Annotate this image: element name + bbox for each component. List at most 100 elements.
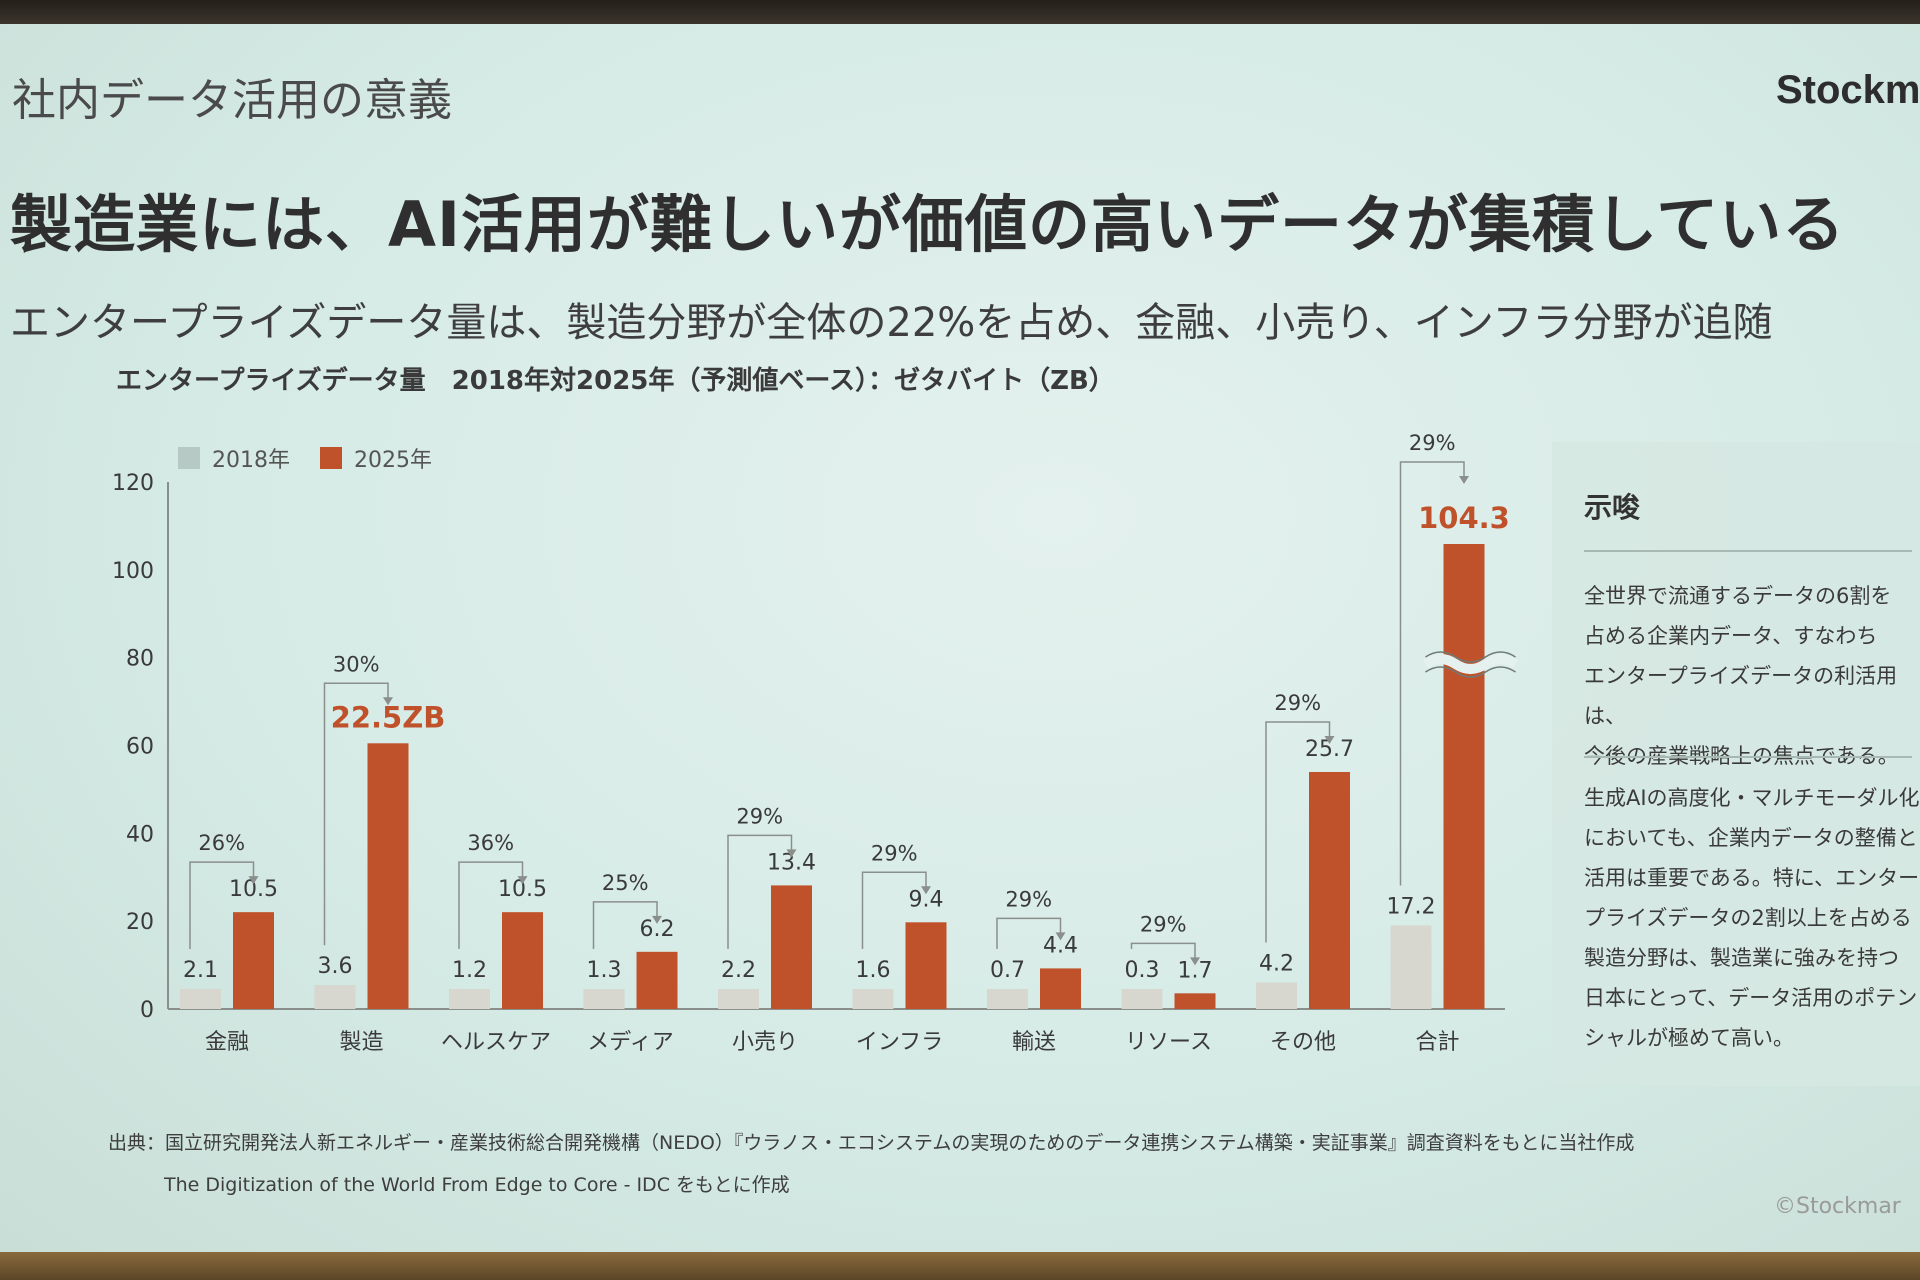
growth-bracket-9: [1399, 461, 1465, 886]
legend-item-2025: 2025年: [320, 442, 432, 474]
slide: 社内データ活用の意義 Stockm 製造業には、AI活用が難しいが価値の高いデー…: [0, 24, 1920, 1252]
value-label-2018-5: 1.6: [856, 958, 891, 983]
chart-title: エンタープライズデータ量 2018年対2025年（予測値ベース）：ゼタバイト（Z…: [116, 366, 1115, 396]
bar-2018-4: [718, 989, 759, 1009]
y-tick-label: 80: [126, 647, 154, 672]
brand-logo: Stockm: [1776, 68, 1920, 112]
growth-bracket-5: [861, 871, 927, 949]
growth-label-9: 29%: [1409, 431, 1456, 455]
bar-2025-6: [1040, 968, 1081, 1009]
y-tick-label: 20: [126, 910, 154, 935]
y-tick-label: 120: [112, 471, 154, 496]
growth-label-6: 29%: [1005, 887, 1052, 911]
growth-arrow-5: [921, 886, 931, 895]
insight-paragraph-2: 生成AIの高度化・マルチモーダル化 においても、企業内データの整備と 活用は重要…: [1584, 786, 1920, 1050]
bar-2025-0: [233, 912, 274, 1009]
axis-break-line-bottom: [1425, 666, 1516, 678]
growth-bracket-8: [1265, 721, 1331, 943]
growth-label-7: 29%: [1140, 912, 1187, 936]
growth-label-8: 29%: [1274, 691, 1321, 715]
source-citation: 出典：国立研究開発法人新エネルギー・産業技術総合開発機構（NEDO）『ウラノス・…: [108, 1122, 1634, 1206]
growth-bracket-6: [996, 917, 1062, 949]
growth-arrow-2: [517, 876, 528, 885]
axis-break-mark: [1422, 654, 1519, 674]
category-label-4: 小売り: [732, 1030, 798, 1055]
legend-item-2018: 2018年: [178, 442, 290, 474]
y-tick-label: 0: [140, 998, 154, 1023]
category-label-3: メディア: [587, 1030, 673, 1055]
growth-arrow-3: [652, 915, 662, 924]
insight-heading: 示唆: [1584, 491, 1641, 524]
value-label-2018-6: 0.7: [990, 958, 1025, 983]
category-label-9: 合計: [1415, 1030, 1459, 1055]
category-label-5: インフラ: [856, 1030, 943, 1055]
bar-2018-6: [987, 989, 1028, 1009]
y-tick-label: 60: [126, 735, 154, 760]
growth-arrow-4: [786, 849, 797, 858]
growth-label-3: 25%: [602, 871, 649, 895]
bar-2025-5: [905, 922, 947, 1009]
growth-bracket-4: [727, 834, 793, 949]
copyright: ©Stockmar: [1774, 1194, 1901, 1219]
bar-2025-3: [636, 951, 678, 1009]
growth-bracket-3: [592, 901, 658, 949]
value-label-2025-1: 22.5ZB: [331, 700, 446, 734]
growth-label-4: 29%: [736, 804, 783, 828]
growth-bracket-0: [189, 861, 255, 949]
bar-2018-5: [852, 989, 894, 1009]
headline: 製造業には、AI活用が難しいが価値の高いデータが集積している: [10, 188, 1846, 261]
legend-label-2018: 2018年: [212, 448, 290, 473]
value-label-2018-7: 0.3: [1125, 958, 1160, 983]
category-label-7: リソース: [1125, 1030, 1212, 1055]
growth-arrow-8: [1324, 735, 1335, 744]
value-label-2018-8: 4.2: [1259, 952, 1294, 977]
legend-swatch-2025: [320, 447, 342, 469]
category-label-2: ヘルスケア: [441, 1030, 551, 1055]
legend-label-2025: 2025年: [354, 448, 432, 473]
source-line-1: 出典：国立研究開発法人新エネルギー・産業技術総合開発機構（NEDO）『ウラノス・…: [108, 1132, 1635, 1154]
bar-2025-7: [1174, 993, 1216, 1009]
growth-label-5: 29%: [871, 841, 918, 865]
chart-legend: 2018年 2025年: [178, 442, 462, 474]
bar-chart: 0204060801001202.110.526%金融3.622.5ZB30%製…: [112, 431, 1519, 1055]
category-label-0: 金融: [205, 1030, 249, 1055]
bar-2025-2: [502, 912, 543, 1009]
bar-2018-7: [1121, 989, 1163, 1009]
bar-2025-9: [1443, 544, 1485, 1009]
bar-2018-3: [583, 989, 625, 1009]
bar-2018-0: [180, 989, 221, 1009]
insight-divider-middle: [1584, 756, 1912, 758]
value-label-2018-2: 1.2: [452, 958, 487, 983]
y-tick-label: 40: [126, 822, 154, 847]
photo-frame-bottom: [0, 1252, 1920, 1280]
growth-arrow-0: [248, 876, 259, 885]
value-label-2018-0: 2.1: [183, 958, 218, 983]
growth-arrow-6: [1055, 932, 1066, 941]
subheadline: エンタープライズデータ量は、製造分野が全体の22%を占め、金融、小売り、インフラ…: [10, 300, 1773, 346]
growth-bracket-1: [323, 682, 389, 946]
growth-arrow-1: [383, 697, 393, 706]
bar-2018-8: [1256, 982, 1297, 1009]
growth-label-2: 36%: [467, 831, 514, 855]
bar-2018-1: [314, 985, 356, 1009]
insight-panel: 示唆 全世界で流通するデータの6割を 占める企業内データ、すなわち エンタープラ…: [1552, 442, 1920, 1086]
insight-divider-top: [1584, 550, 1912, 552]
category-label-1: 製造: [339, 1030, 383, 1055]
section-title: 社内データ活用の意義: [12, 75, 452, 126]
value-label-2018-9: 17.2: [1387, 894, 1436, 919]
bar-2018-9: [1390, 925, 1432, 1009]
category-label-6: 輸送: [1012, 1030, 1056, 1055]
legend-swatch-2018: [178, 447, 200, 469]
growth-bracket-2: [458, 861, 524, 949]
bar-2025-4: [771, 885, 812, 1009]
growth-bracket-7: [1130, 942, 1196, 960]
growth-label-1: 30%: [333, 652, 380, 676]
growth-arrow-7: [1190, 957, 1200, 966]
growth-arrow-9: [1459, 476, 1469, 484]
source-line-2: The Digitization of the World From Edge …: [164, 1174, 790, 1196]
bar-2025-8: [1309, 771, 1350, 1009]
photo-frame-top: [0, 0, 1920, 24]
value-label-2018-1: 3.6: [318, 954, 353, 979]
insight-paragraph-1: 全世界で流通するデータの6割を 占める企業内データ、すなわち エンタープライズデ…: [1584, 584, 1899, 768]
value-label-2018-4: 2.2: [721, 958, 756, 983]
